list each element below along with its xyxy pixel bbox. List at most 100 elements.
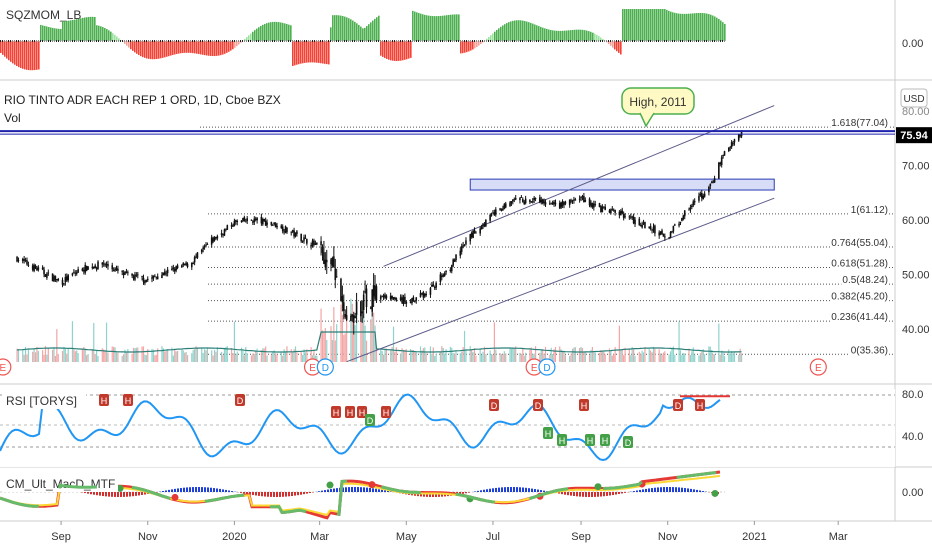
volume-bar (614, 346, 616, 362)
sqz-dot (270, 40, 271, 42)
sqz-bar (22, 41, 24, 69)
candle-body (232, 226, 234, 227)
candle-body (193, 257, 196, 263)
volume-bar (738, 355, 740, 362)
candle-body (534, 198, 537, 199)
sqz-bar (642, 9, 644, 41)
volume-bar (64, 348, 66, 362)
sqz-bar (162, 41, 164, 58)
sqz-dot (614, 40, 615, 42)
candle-body (693, 200, 696, 203)
candle-body (463, 245, 466, 247)
sqz-dot (606, 40, 607, 42)
macd-hist-bar (123, 492, 125, 497)
candle-body (709, 183, 712, 187)
sqz-bar (292, 41, 294, 67)
sqz-bar (658, 9, 660, 41)
macd-hist-bar (222, 489, 224, 492)
sqz-dot (466, 40, 467, 42)
macd-hist-bar (468, 492, 470, 493)
candle-body (283, 231, 285, 233)
sqz-bar (342, 16, 344, 41)
sqz-dot (376, 40, 377, 42)
sqz-bar (660, 9, 662, 41)
candle-body (533, 197, 535, 201)
channel-lower-line[interactable] (346, 197, 775, 363)
candle-body (473, 229, 476, 234)
sqz-bar (176, 41, 178, 54)
sqz-bar (620, 41, 622, 55)
sqz-pane: SQZMOM_LB 0.00 (0, 6, 923, 71)
volume-bar (313, 349, 315, 362)
sqz-bar (138, 41, 140, 56)
candle-body (311, 240, 314, 246)
volume-bar (401, 348, 403, 362)
candle-body (658, 232, 660, 236)
sqz-bar (476, 41, 478, 48)
sqz-bar (354, 21, 356, 41)
macd-hist-bar (597, 492, 599, 497)
candle-body (212, 238, 214, 242)
volume-bar (499, 353, 501, 362)
macd-hist-bar (474, 491, 476, 492)
sqz-dot (542, 40, 543, 42)
volume-bar (580, 346, 582, 362)
sqz-dot (668, 40, 669, 42)
sqz-bar (296, 41, 298, 65)
volume-bar (310, 347, 312, 362)
sqz-bar (30, 41, 32, 71)
macd-cross-dot (326, 481, 334, 489)
macd-hist-bar (330, 489, 332, 492)
macd-hist-bar (480, 490, 482, 492)
currency-button[interactable]: USD (900, 88, 928, 108)
sqz-bar (622, 9, 624, 41)
sqz-dot (486, 40, 487, 42)
sqz-bar (212, 41, 214, 57)
volume-bar (633, 348, 635, 362)
macd-hist-bar (606, 492, 608, 496)
volume-bar (344, 333, 346, 362)
sqz-bar (262, 24, 264, 41)
volume-bar (740, 353, 743, 362)
sqz-dot (16, 40, 17, 42)
sqz-dot (282, 40, 283, 42)
candle-body (523, 201, 526, 205)
volume-bar (733, 352, 736, 362)
candle-body (513, 199, 516, 201)
candle-body (354, 316, 356, 318)
volume-bar (713, 354, 716, 362)
macd-hist-bar (351, 487, 353, 492)
candle-body (266, 222, 268, 225)
sqz-dot (90, 40, 91, 42)
sqz-bar (676, 13, 678, 41)
volume-bar (354, 325, 356, 362)
sqz-dot (252, 40, 253, 42)
sqz-dot (54, 40, 55, 42)
sqz-dot (560, 40, 561, 42)
sqz-bar (222, 41, 224, 55)
channel-upper-line[interactable] (383, 105, 775, 267)
volume-bar (144, 354, 146, 362)
fib-level-label: 1(61.12) (851, 205, 888, 216)
rsi-label: RSI [TORYS] (6, 394, 77, 408)
volume-bar (212, 355, 214, 362)
sqz-dot (158, 40, 159, 42)
rsi-bull-marker-label: H (545, 429, 552, 439)
candle-body (503, 204, 506, 209)
candle-body (202, 247, 204, 250)
rsi-bear-marker-label: D (491, 401, 498, 411)
candle-body (415, 297, 418, 301)
sqz-dot (500, 40, 501, 42)
sqz-bar (470, 41, 472, 51)
time-tick-label: Mar (310, 531, 329, 543)
resistance-zone[interactable] (469, 178, 775, 191)
price-tick-label: 50.00 (902, 270, 930, 282)
sqz-bar (220, 41, 222, 56)
high-2011-callout[interactable]: High, 2011 (621, 87, 695, 128)
sqz-dot (64, 40, 65, 42)
volume-bar (641, 350, 643, 362)
volume-bar (194, 349, 196, 362)
candle-body (624, 216, 626, 218)
sqz-dot (718, 40, 719, 42)
rsi-line (0, 393, 721, 462)
